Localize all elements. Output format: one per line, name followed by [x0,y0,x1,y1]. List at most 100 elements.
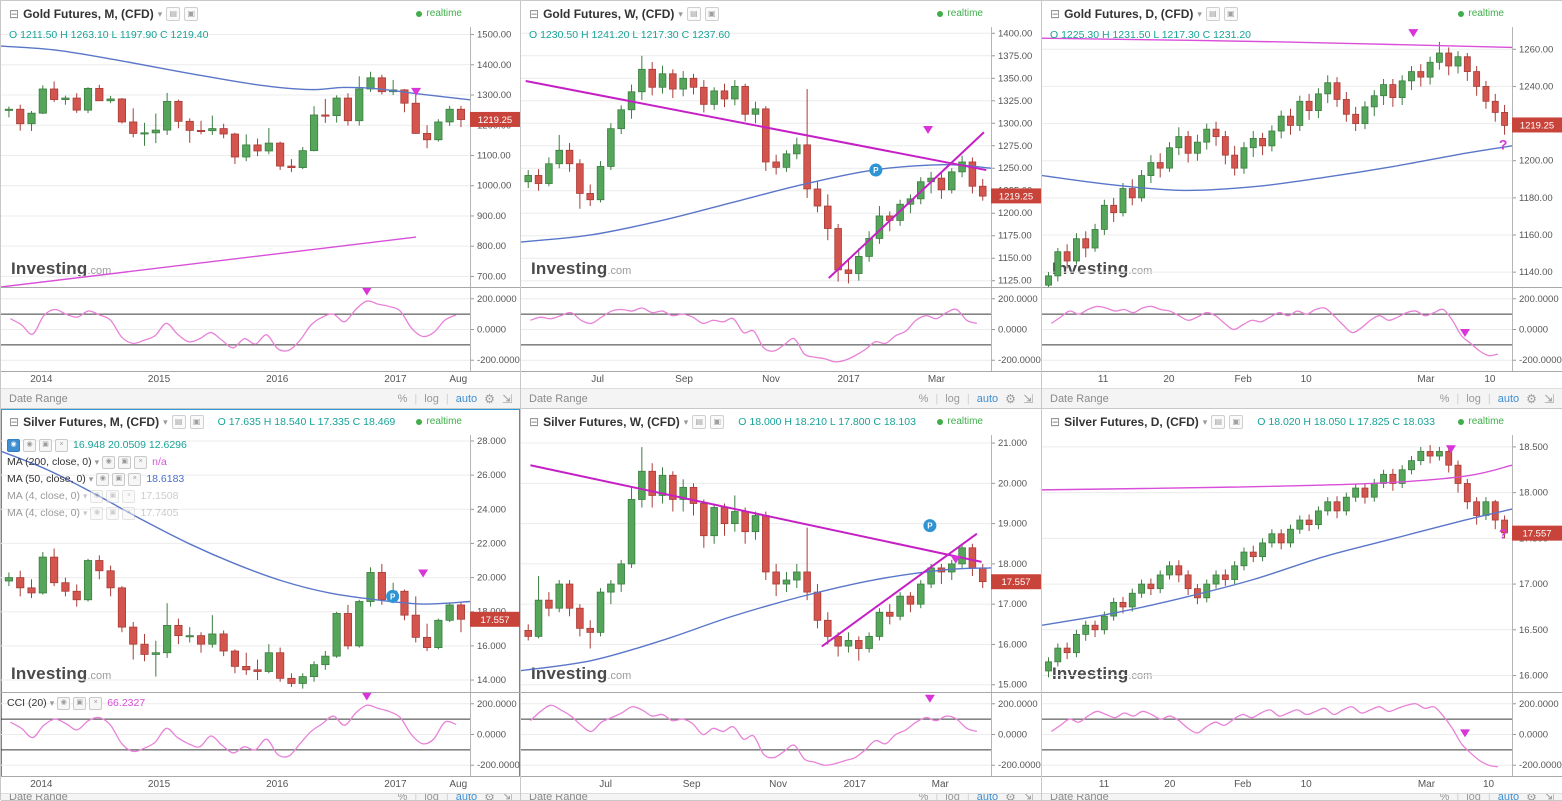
visibility-icon[interactable]: ◉ [102,455,116,469]
price-chart[interactable]: Investing.com O 1230.50 H 1241.20 L 1217… [521,27,1041,287]
fullscreen-icon[interactable]: ⇲ [501,793,512,800]
log-scale-button[interactable]: log [945,392,960,405]
remove-icon[interactable]: × [128,472,142,486]
price-plot[interactable]: 1260.001240.001220.001200.001180.001160.… [1042,27,1562,287]
fullscreen-icon[interactable]: ⇲ [1543,793,1554,800]
fullscreen-icon[interactable]: ⇲ [1022,793,1033,800]
log-scale-button[interactable]: log [945,793,960,800]
cci-plot[interactable]: 200.0000 0.0000 -200.0000 [1042,288,1562,371]
config-icon[interactable]: ▣ [112,472,126,486]
cci-plot[interactable]: 200.0000 0.0000 -200.0000 [521,288,1041,371]
ma-legend-row[interactable]: MA (200, close, 0) ▾ ◉ ▣ × n/a [7,454,187,470]
config-icon[interactable]: ▣ [106,489,120,503]
chevron-down-icon[interactable]: ▾ [678,8,683,19]
visibility-icon[interactable]: ◉ [57,696,71,710]
candles[interactable] [1045,445,1508,678]
chevron-down-icon[interactable]: ▾ [88,473,94,484]
chart-settings-icon[interactable]: ▣ [1223,7,1238,21]
ma-legend-row[interactable]: MA (4, close, 0) ▾ ◉ ▣ × 17.1508 [7,488,187,504]
price-chart[interactable]: Investing.com O 1211.50 H 1263.10 L 1197… [1,27,520,287]
fullscreen-icon[interactable]: ⇲ [501,391,512,406]
instrument-title[interactable]: Silver Futures, W, (CFD) [543,415,680,429]
chevron-down-icon[interactable]: ▾ [94,456,100,467]
date-range-label[interactable]: Date Range [9,392,68,405]
x-axis-labels[interactable]: Jul Sep Nov 2017 Mar [521,371,1041,388]
ma-long-blue[interactable] [521,163,992,243]
triangle-down-marker[interactable] [411,87,422,96]
chevron-down-icon[interactable]: ▾ [683,416,689,427]
x-axis-labels[interactable]: 2014 2015 2016 2017 Aug [1,371,520,388]
triangle-down-marker[interactable] [362,693,372,701]
chart-type-icon[interactable]: ▤ [1205,7,1220,21]
chevron-down-icon[interactable]: ▾ [82,490,88,501]
cci-line[interactable] [10,300,457,352]
chevron-down-icon[interactable]: ▾ [82,507,88,518]
ma-long-blue[interactable] [1042,508,1513,626]
price-plot[interactable]: 21.000 20.000 19.000 18.000 17.000 16.000 15.0… [521,435,1041,692]
price-plot[interactable]: 1400.00 1375.00 1350.00 1325.00 1300.00 1275.… [521,27,1041,287]
cci-plot[interactable]: 200.0000 0.0000 -200.0000 [1,693,520,776]
chevron-down-icon[interactable]: ▾ [157,8,163,19]
cci-line[interactable] [10,704,457,758]
price-plot[interactable]: 1500.001400.001300.001200.001100.001000.… [1,27,520,287]
auto-scale-button[interactable]: auto [976,793,999,800]
ma-slow-pink[interactable] [1,236,417,287]
ma-long-blue[interactable] [1,45,471,101]
config-icon[interactable]: ▣ [106,506,120,520]
percent-scale-button[interactable]: % [1439,793,1450,800]
settings-gear-icon[interactable]: ⚙ [1005,391,1016,406]
settings-gear-icon[interactable]: ⚙ [1526,391,1537,406]
cci-plot[interactable]: 200.0000 0.0000 -200.0000 [1,288,520,371]
cci-indicator-pane[interactable]: 200.0000 0.0000 -200.0000 [521,287,1041,371]
collapse-panel-icon[interactable]: ⊟ [9,415,20,429]
cci-plot[interactable]: 200.0000 0.0000 -200.0000 [521,693,1041,776]
triangle-down-marker[interactable] [924,694,935,703]
indicator-active-icon[interactable]: ◉ [7,438,20,452]
settings-gear-icon[interactable]: ⚙ [1526,793,1537,800]
visibility-icon[interactable]: ◉ [90,489,104,503]
remove-icon[interactable]: × [89,696,103,710]
date-range-label[interactable]: Date Range [1050,392,1109,405]
chart-settings-icon[interactable]: ▣ [1229,415,1244,429]
settings-gear-icon[interactable]: ⚙ [484,793,495,800]
cci-legend-row[interactable]: CCI (20) ▾ ◉ ▣ × 66.2327 [7,695,145,711]
instrument-title[interactable]: Gold Futures, W, (CFD) [543,7,675,21]
fullscreen-icon[interactable]: ⇲ [1022,391,1033,406]
cci-line[interactable] [1051,702,1499,768]
date-range-label[interactable]: Date Range [1050,793,1109,800]
cci-plot[interactable]: 200.0000 0.0000 -200.0000 [1042,693,1562,776]
remove-icon[interactable]: × [122,506,136,520]
trend-line[interactable] [525,79,987,172]
log-scale-button[interactable]: log [424,392,439,405]
fullscreen-icon[interactable]: ⇲ [1543,391,1554,406]
cci-indicator-pane[interactable]: 200.0000 0.0000 -200.0000 [1042,287,1562,371]
ma-slow-pink[interactable] [1042,464,1513,491]
triangle-down-marker[interactable] [418,569,429,578]
triangle-down-marker[interactable] [362,288,372,296]
percent-scale-button[interactable]: % [397,392,408,405]
chart-type-icon[interactable]: ▤ [686,7,701,21]
chevron-down-icon[interactable]: ▾ [49,697,55,708]
candles[interactable] [524,55,987,284]
x-axis-labels[interactable]: 2014 2015 2016 2017 Aug [1,776,520,793]
percent-scale-button[interactable]: % [918,793,929,800]
collapse-panel-icon[interactable]: ⊟ [1050,415,1061,429]
percent-scale-button[interactable]: % [1439,392,1450,405]
config-icon[interactable]: ▣ [39,438,52,452]
x-axis-labels[interactable]: 11 20 Feb 10 Mar 10 [1042,776,1562,793]
price-chart[interactable]: Investing.com O 1225.30 H 1231.50 L 1217… [1042,27,1562,287]
cci-line[interactable] [1051,305,1499,357]
chart-type-icon[interactable]: ▤ [1211,415,1226,429]
percent-scale-button[interactable]: % [397,793,408,800]
chart-type-icon[interactable]: ▤ [166,7,181,21]
collapse-panel-icon[interactable]: ⊟ [9,7,20,21]
visibility-icon[interactable]: ◉ [96,472,110,486]
settings-gear-icon[interactable]: ⚙ [1005,793,1016,800]
collapse-panel-icon[interactable]: ⊟ [1050,7,1061,21]
log-scale-button[interactable]: log [1466,392,1481,405]
remove-icon[interactable]: × [122,489,136,503]
candles[interactable] [4,71,466,173]
instrument-title[interactable]: Gold Futures, D, (CFD) [1064,7,1194,21]
chart-type-icon[interactable]: ▤ [171,415,186,429]
price-chart[interactable]: Investing.com O 18.020 H 18.050 L 17.825… [1042,435,1562,692]
